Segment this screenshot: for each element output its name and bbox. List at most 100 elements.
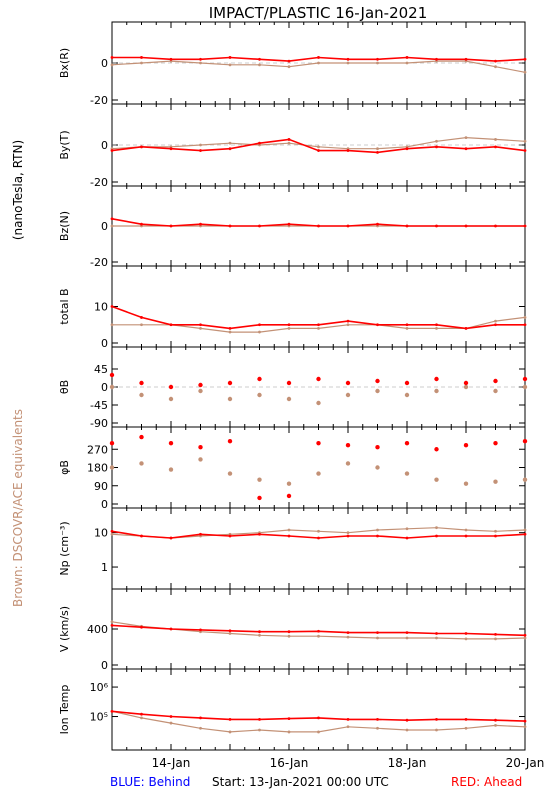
data-point — [346, 57, 350, 61]
data-point — [376, 534, 379, 538]
data-point — [376, 323, 379, 327]
data-point — [405, 636, 409, 640]
data-point — [258, 717, 261, 721]
data-point — [287, 138, 291, 141]
data-point — [346, 319, 350, 323]
data-point — [317, 327, 320, 330]
data-point — [228, 56, 232, 59]
data-point — [405, 147, 409, 151]
data-point — [494, 637, 497, 641]
data-point — [435, 327, 438, 330]
y-axis-label: V (km/s) — [58, 606, 71, 652]
data-point — [287, 630, 291, 634]
data-point — [435, 632, 438, 635]
data-point — [317, 224, 320, 228]
data-point — [464, 224, 468, 228]
plot-title: IMPACT/PLASTIC 16-Jan-2021 — [209, 4, 428, 22]
data-point — [287, 65, 291, 69]
data-point — [404, 440, 410, 446]
data-point — [317, 61, 320, 65]
data-point — [405, 536, 409, 540]
data-point — [287, 323, 291, 327]
data-point — [434, 477, 439, 482]
data-point — [435, 224, 438, 228]
x-tick-label: 20-Jan — [506, 756, 545, 770]
data-point — [523, 316, 527, 319]
data-point — [228, 327, 232, 330]
panel-8: 10⁶ 10⁵ Ion Temp — [58, 668, 527, 751]
data-point — [317, 730, 320, 734]
y-tick-label: 270 — [87, 443, 108, 456]
data-point — [199, 532, 202, 536]
data-point — [494, 59, 497, 63]
footer-behind-label: BLUE: Behind — [110, 775, 190, 789]
data-point — [523, 224, 527, 228]
data-point — [109, 465, 115, 470]
data-point — [522, 376, 528, 382]
y-axis-label: θB — [58, 380, 71, 394]
data-point — [317, 56, 320, 59]
data-point — [139, 461, 144, 466]
data-point — [258, 728, 261, 732]
y-axis-label: φB — [58, 460, 71, 475]
data-point — [140, 716, 143, 720]
data-point — [405, 718, 409, 722]
data-point — [435, 717, 438, 721]
data-point — [140, 534, 143, 538]
data-point — [228, 147, 232, 151]
data-point — [346, 631, 350, 634]
data-point — [494, 633, 497, 636]
data-point — [227, 471, 233, 476]
data-point — [228, 63, 232, 67]
data-point — [286, 380, 292, 386]
y-tick-label: 0 — [101, 381, 108, 394]
data-point — [228, 717, 232, 721]
data-point — [110, 624, 114, 627]
data-point — [228, 141, 232, 145]
data-point — [523, 532, 527, 536]
data-point — [346, 635, 350, 639]
data-point — [493, 388, 498, 394]
data-point — [523, 719, 527, 723]
data-point — [257, 376, 262, 382]
data-point — [435, 57, 438, 61]
y-tick-label: 0 — [101, 337, 108, 350]
data-point — [405, 327, 409, 330]
data-point — [435, 145, 438, 149]
data-point — [434, 447, 439, 452]
data-point — [346, 323, 350, 327]
data-point — [522, 438, 528, 444]
panel-6: 10 1 Np (cm⁻³) — [58, 507, 527, 590]
data-point — [464, 57, 468, 61]
data-point — [199, 726, 202, 730]
data-point — [317, 529, 320, 533]
data-point — [287, 528, 291, 532]
data-point — [258, 633, 261, 637]
data-point — [139, 434, 144, 440]
data-point — [169, 721, 173, 725]
data-point — [376, 61, 379, 65]
data-point — [227, 380, 233, 386]
data-point — [493, 440, 498, 446]
data-point — [286, 396, 292, 402]
data-point — [317, 716, 320, 720]
data-point — [493, 479, 498, 484]
panel-frame — [111, 426, 526, 509]
data-point — [257, 392, 262, 398]
data-point — [435, 139, 438, 143]
y-tick-label: -90 — [90, 417, 108, 430]
x-tick-label: 16-Jan — [270, 756, 309, 770]
data-point — [523, 70, 527, 74]
data-point — [258, 63, 261, 67]
data-point — [140, 323, 143, 327]
data-point — [169, 323, 173, 327]
data-point — [435, 323, 438, 327]
data-point — [523, 323, 527, 327]
y-axis-label: Ion Temp — [58, 685, 71, 735]
y-axis-label: total B — [58, 288, 71, 324]
data-point — [435, 526, 438, 530]
data-point — [405, 728, 409, 732]
data-point — [199, 716, 202, 720]
data-point — [198, 445, 203, 450]
y-tick-label: -20 — [90, 176, 108, 189]
